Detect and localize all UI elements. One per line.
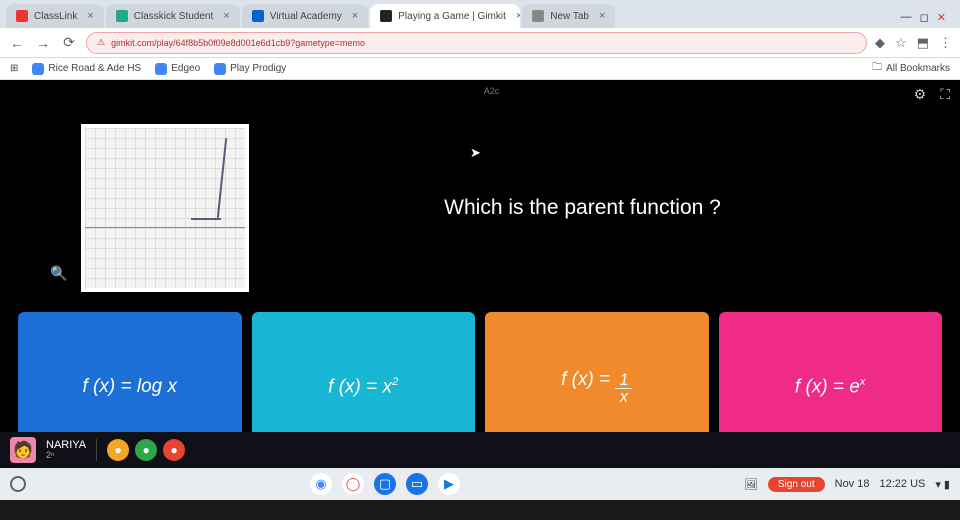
shelf-app-icon[interactable]: ▶: [438, 473, 460, 495]
shelf-app-icon[interactable]: ▭: [406, 473, 428, 495]
tab-label: New Tab: [550, 11, 589, 22]
bookmark-favicon-icon: [32, 63, 44, 75]
wifi-icon[interactable]: ▾ ▮: [935, 478, 950, 491]
player-avatar[interactable]: 🧑: [10, 437, 36, 463]
browser-tab[interactable]: Classkick Student ×: [106, 4, 240, 28]
browser-toolbar: ← → ⟳ ⚠ gimkit.com/play/64f8b5b0f09e8d00…: [0, 28, 960, 58]
nav-forward-icon[interactable]: →: [34, 34, 52, 52]
question-text: Which is the parent function ?: [245, 196, 960, 220]
browser-tab[interactable]: ClassLink ×: [6, 4, 104, 28]
powerup-icon[interactable]: ●: [135, 439, 157, 461]
question-image-graph[interactable]: [85, 128, 245, 288]
browser-tab[interactable]: Playing a Game | Gimkit ×: [370, 4, 520, 28]
gear-icon[interactable]: ⚙: [914, 86, 927, 103]
browser-tabstrip: ClassLink×Classkick Student×Virtual Acad…: [0, 0, 960, 28]
tab-favicon-icon: [532, 10, 544, 22]
tab-favicon-icon: [116, 10, 128, 22]
nav-back-icon[interactable]: ←: [8, 34, 26, 52]
tab-favicon-icon: [252, 10, 264, 22]
window-minimize-icon[interactable]: —: [901, 11, 912, 24]
all-bookmarks-button[interactable]: 🗀 All Bookmarks: [872, 60, 950, 77]
shelf-app-icon[interactable]: ◉: [310, 473, 332, 495]
bookmark-favicon-icon: [155, 63, 167, 75]
tab-close-icon[interactable]: ×: [352, 10, 358, 22]
extension-icon[interactable]: ◆: [875, 35, 885, 51]
bookmark-item[interactable]: Edgeo: [155, 63, 200, 75]
url-input[interactable]: ⚠ gimkit.com/play/64f8b5b0f09e8d001e6d1c…: [86, 32, 867, 54]
star-icon[interactable]: ☆: [895, 35, 907, 51]
tab-close-icon[interactable]: ×: [516, 10, 520, 22]
system-tray[interactable]: 🖼 Sign out Nov 18 12:22 US ▾ ▮: [744, 477, 950, 492]
game-code: A2c: [484, 86, 500, 96]
notification-icon[interactable]: 🖼: [744, 478, 758, 491]
window-close-icon[interactable]: ✕: [937, 11, 946, 24]
tab-label: ClassLink: [34, 11, 77, 22]
tab-close-icon[interactable]: ×: [87, 10, 93, 22]
download-icon[interactable]: ⬒: [917, 35, 929, 51]
shelf-app-icon[interactable]: ▢: [374, 473, 396, 495]
nav-reload-icon[interactable]: ⟳: [60, 34, 78, 52]
browser-tab[interactable]: Virtual Academy ×: [242, 4, 369, 28]
browser-tab[interactable]: New Tab ×: [522, 4, 615, 28]
tab-favicon-icon: [380, 10, 392, 22]
powerup-icon[interactable]: ●: [163, 439, 185, 461]
magnify-icon[interactable]: 🔍: [50, 265, 67, 282]
fullscreen-icon[interactable]: ⛶: [940, 86, 950, 103]
folder-icon: 🗀: [872, 60, 882, 77]
bookmark-item[interactable]: Rice Road & Ade HS: [32, 63, 141, 75]
launcher-icon[interactable]: [10, 476, 26, 492]
tab-label: Classkick Student: [134, 11, 213, 22]
question-zone: Which is the parent function ?: [0, 120, 960, 295]
tab-favicon-icon: [16, 10, 28, 22]
menu-icon[interactable]: ⋮: [939, 35, 952, 51]
signout-button[interactable]: Sign out: [768, 477, 825, 492]
tab-close-icon[interactable]: ×: [599, 10, 605, 22]
window-controls: — ◻ ✕: [901, 11, 954, 28]
powerup-icon[interactable]: ●: [107, 439, 129, 461]
bookmark-item[interactable]: Play Prodigy: [214, 63, 286, 75]
shelf-app-icon[interactable]: ◯: [342, 473, 364, 495]
bookmarks-bar: ⊞ Rice Road & Ade HS Edgeo Play Prodigy 🗀 …: [0, 58, 960, 80]
apps-icon[interactable]: ⊞: [10, 63, 18, 74]
os-shelf: ◉ ◯ ▢ ▭ ▶ 🖼 Sign out Nov 18 12:22 US ▾ ▮: [0, 468, 960, 500]
tab-close-icon[interactable]: ×: [223, 10, 229, 22]
shelf-date: Nov 18: [835, 478, 870, 490]
tab-label: Playing a Game | Gimkit: [398, 11, 506, 22]
tab-label: Virtual Academy: [270, 11, 342, 22]
player-bar: 🧑 NARIYA 2ⁿ ● ● ●: [0, 432, 960, 468]
url-text: gimkit.com/play/64f8b5b0f09e8d001e6d1cb9…: [111, 38, 365, 48]
player-name: NARIYA 2ⁿ: [46, 439, 86, 461]
game-viewport: ⚙ ⛶ A2c ➤ Which is the parent function ?…: [0, 80, 960, 468]
bookmark-favicon-icon: [214, 63, 226, 75]
window-maximize-icon[interactable]: ◻: [920, 11, 929, 24]
shelf-time: 12:22 US: [879, 478, 925, 490]
